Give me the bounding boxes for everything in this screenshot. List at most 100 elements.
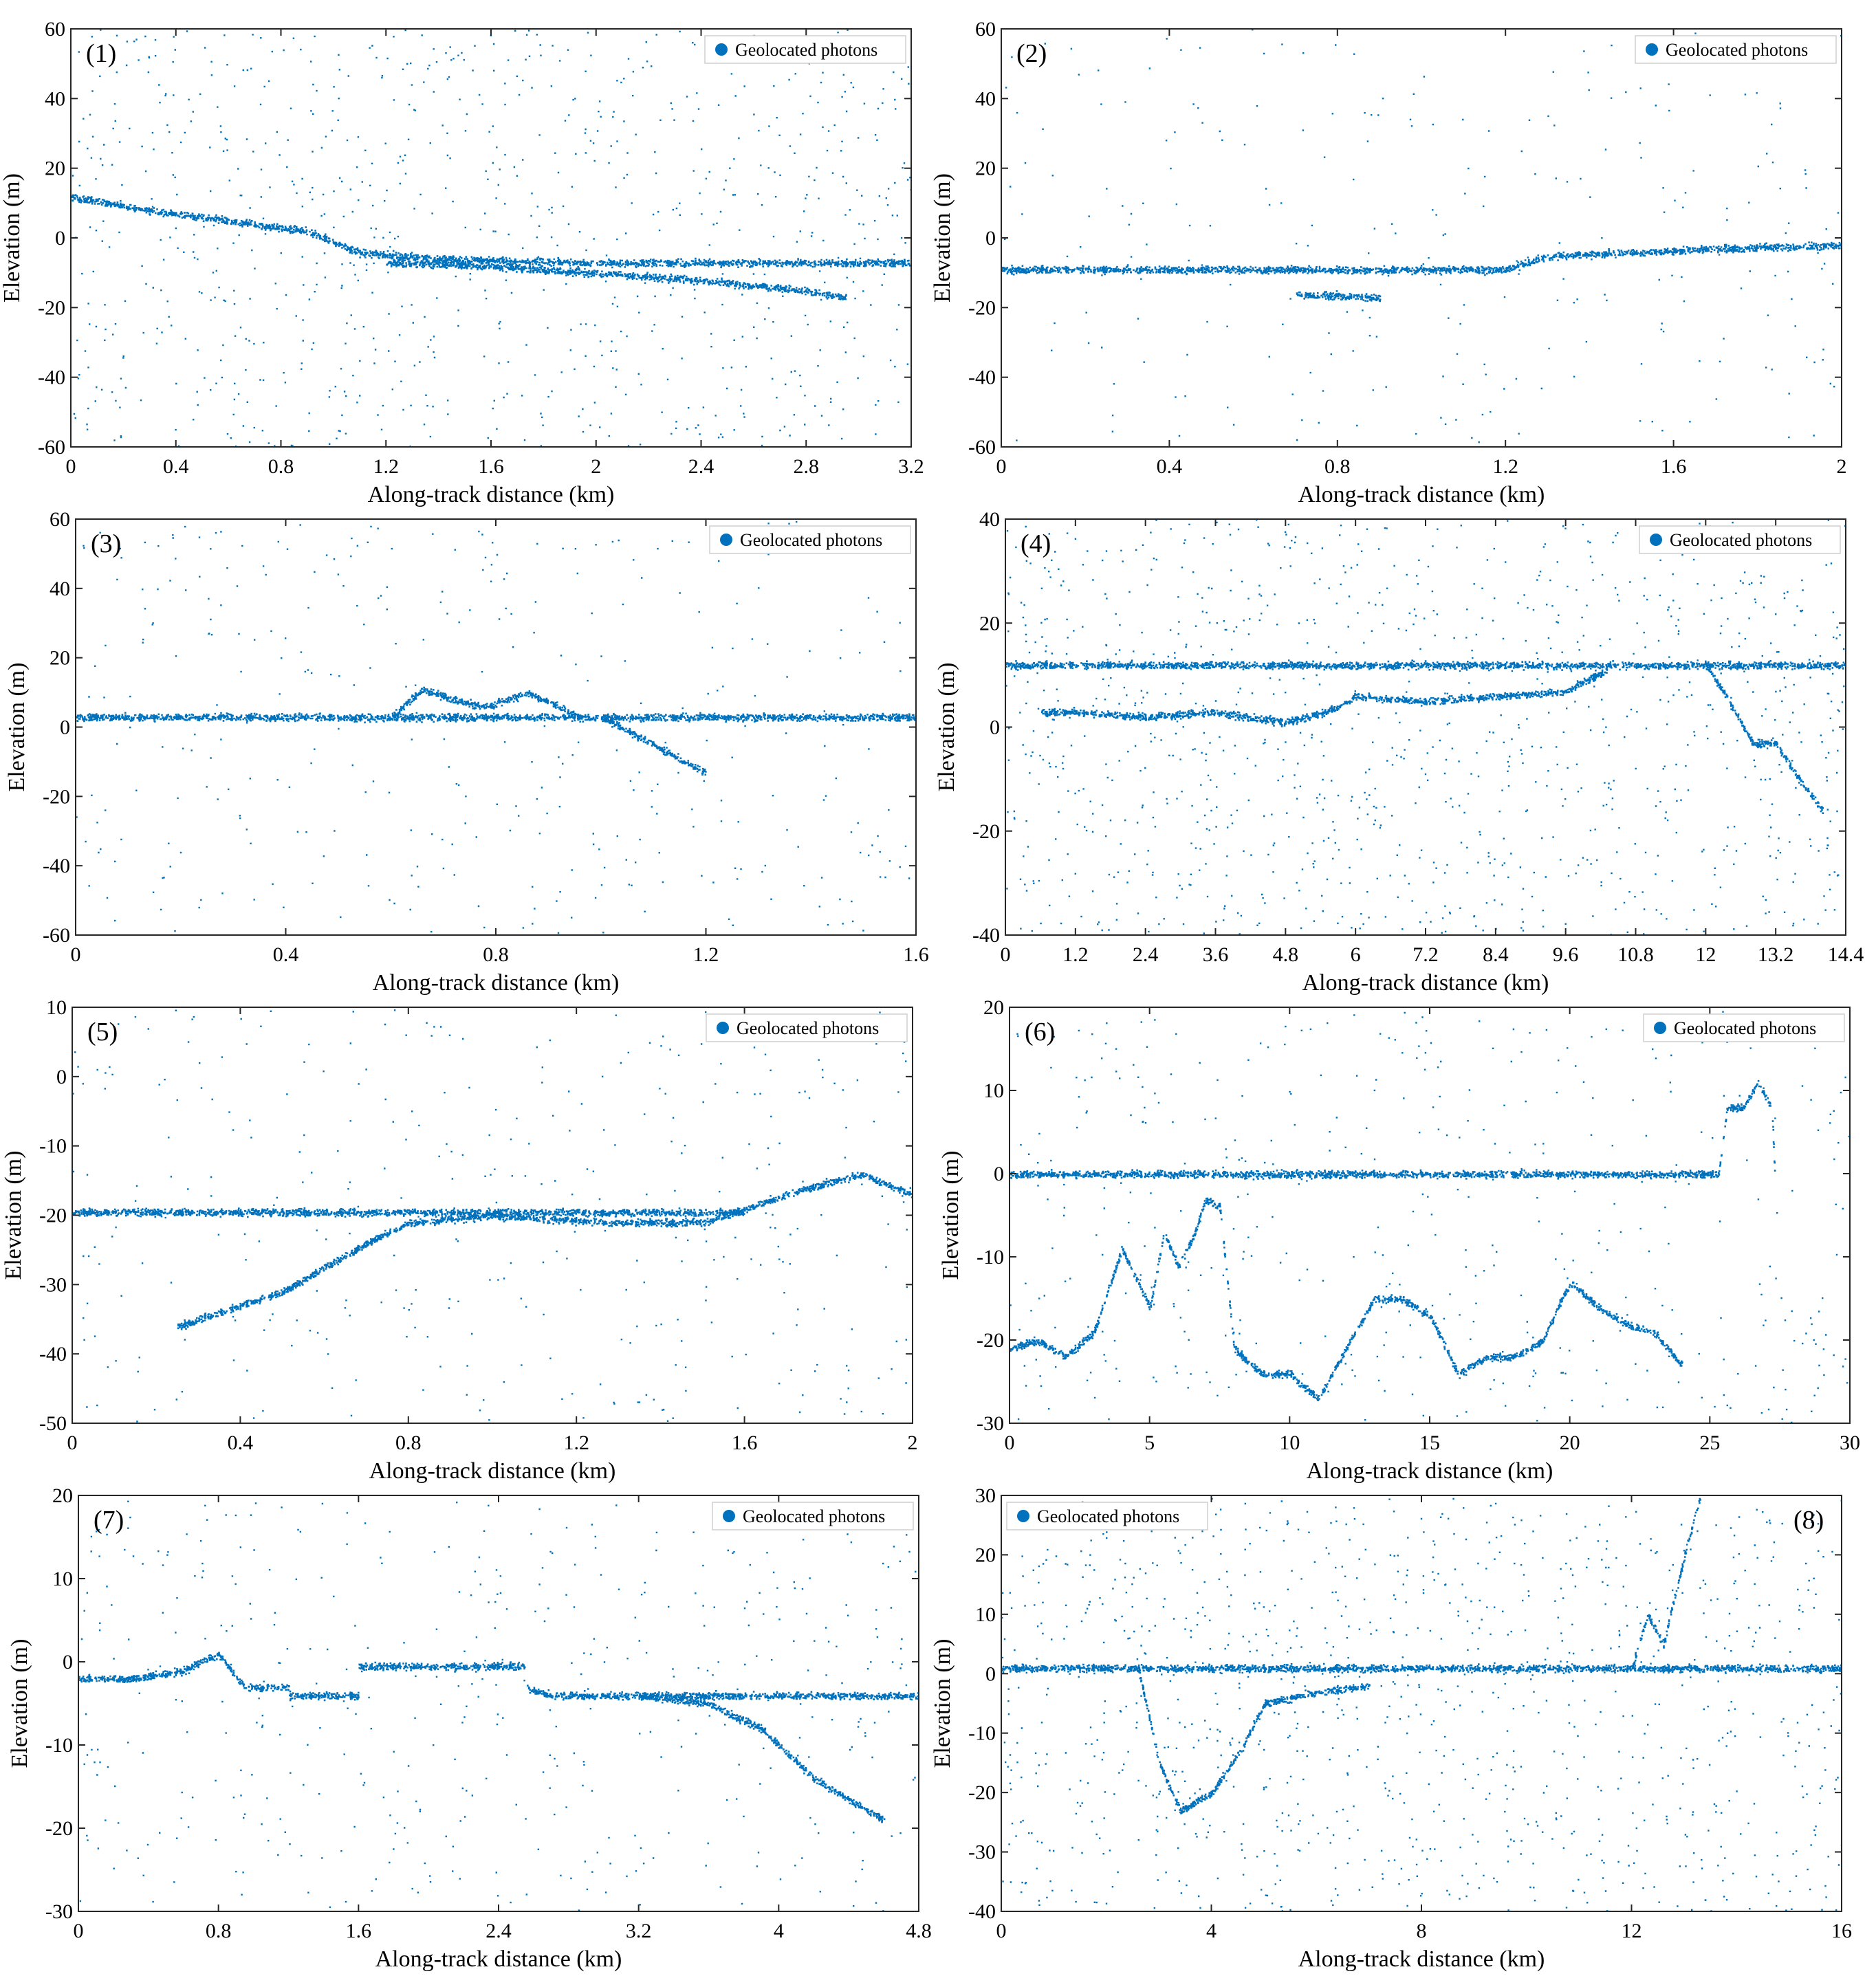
y-tick-label: 10 <box>983 1079 1004 1102</box>
legend-marker <box>717 1022 729 1034</box>
legend-marker <box>723 1510 735 1522</box>
surface-photons-3 <box>358 1661 526 1673</box>
y-tick-label: 10 <box>52 1568 73 1590</box>
legend: Geolocated photons <box>1639 525 1841 554</box>
x-tick-label: 2.4 <box>1133 943 1159 966</box>
x-tick-label: 0.8 <box>206 1920 232 1942</box>
surface-photons-2 <box>289 1690 360 1702</box>
noise-photons <box>72 29 911 447</box>
x-tick-label: 4 <box>1206 1920 1217 1942</box>
y-tick-label: 30 <box>975 1484 996 1507</box>
y-tick-label: 20 <box>45 157 65 180</box>
panel-label: (5) <box>87 1018 118 1046</box>
y-tick-label: 60 <box>975 18 996 41</box>
y-tick-label: -60 <box>968 436 996 459</box>
photon-scatter <box>76 520 916 934</box>
surface-photons-3 <box>1632 1497 1701 1669</box>
x-tick-label: 0.4 <box>163 455 189 478</box>
y-tick-label: -20 <box>977 1329 1004 1352</box>
y-tick-label: -10 <box>968 1722 996 1745</box>
panel-label: (4) <box>1021 529 1051 558</box>
x-tick-label: 5 <box>1144 1431 1155 1454</box>
y-tick-label: -20 <box>968 296 996 319</box>
y-tick-label: -20 <box>972 820 1000 843</box>
chart-panel-6: 0 5 10 15 20 25 30 -30 -20 -10 0 10 20 Along-track di… <box>938 996 1860 1484</box>
y-tick-label: -20 <box>45 1817 73 1840</box>
x-tick-label: 12 <box>1695 943 1716 966</box>
y-tick-label: 0 <box>55 227 65 250</box>
chart-panel-7: 0 0.8 1.6 2.4 3.2 4 4.8 -30 -20 -10 0 10 20 Along-tra… <box>7 1484 932 1972</box>
legend-box <box>712 1502 914 1530</box>
surface-photons-2 <box>1041 668 1608 727</box>
surface-photons-2 <box>177 1207 746 1330</box>
plot-frame <box>1009 1007 1851 1424</box>
x-tick-label: 20 <box>1560 1431 1580 1454</box>
legend: Geolocated photons <box>712 1502 914 1530</box>
legend-marker <box>720 534 732 546</box>
y-tick-label: -40 <box>968 366 996 389</box>
x-tick-label: 1.6 <box>732 1431 758 1454</box>
x-tick-label: 12 <box>1622 1920 1642 1942</box>
x-tick-label: 2 <box>908 1431 918 1454</box>
surface-photons-1 <box>1001 241 1842 276</box>
noise-photons <box>1005 519 1846 935</box>
x-tick-label: 3.2 <box>626 1920 652 1942</box>
noise-photons <box>1004 29 1842 443</box>
x-tick-label: 4.8 <box>1273 943 1299 966</box>
surface-photons-2 <box>391 686 582 720</box>
surface-photons-2 <box>1010 1197 1683 1401</box>
legend-label: Geolocated photons <box>743 1506 885 1526</box>
legend: Geolocated photons <box>1643 1013 1845 1042</box>
y-tick-label: -10 <box>977 1246 1004 1269</box>
y-tick-label: -20 <box>968 1781 996 1804</box>
x-tick-label: 1.2 <box>1492 455 1518 478</box>
legend: Geolocated photons <box>704 35 906 64</box>
panel-label: (1) <box>86 39 116 68</box>
y-tick-label: -20 <box>43 785 70 808</box>
chart-panel-8: 0 4 8 12 16 -40 -30 -20 -10 0 10 20 30 Along-track di… <box>930 1484 1852 1972</box>
x-axis-label: Along-track distance (km) <box>368 482 615 507</box>
y-tick-label: 40 <box>975 87 996 110</box>
legend-label: Geolocated photons <box>1037 1506 1179 1526</box>
x-tick-label: 2 <box>1837 455 1847 478</box>
plot-frame <box>1001 1495 1842 1912</box>
y-tick-label: -30 <box>977 1412 1004 1435</box>
x-tick-label: 0 <box>67 1431 78 1454</box>
x-tick-label: 4.8 <box>906 1920 932 1942</box>
x-axis-label: Along-track distance (km) <box>369 1458 616 1484</box>
y-tick-label: 0 <box>63 1651 73 1673</box>
legend-marker <box>715 43 728 56</box>
surface-photons-1 <box>1005 659 1846 672</box>
legend-box <box>704 35 906 64</box>
x-tick-label: 2 <box>591 455 601 478</box>
x-tick-label: 0 <box>996 1920 1007 1942</box>
legend-box <box>1006 1502 1208 1530</box>
y-tick-label: -30 <box>39 1273 67 1296</box>
x-tick-label: 7.2 <box>1413 943 1439 966</box>
photon-scatter <box>71 29 911 447</box>
legend: Geolocated photons <box>1635 35 1837 64</box>
x-tick-label: 0.8 <box>395 1431 422 1454</box>
y-tick-label: 0 <box>60 716 70 739</box>
x-tick-label: 30 <box>1840 1431 1860 1454</box>
surface-photons-1 <box>71 194 911 269</box>
panel-label: (2) <box>1016 39 1047 68</box>
y-axis-label: Elevation (m) <box>4 663 30 792</box>
y-tick-label: -20 <box>39 1205 67 1227</box>
legend-box <box>1643 1013 1845 1042</box>
x-tick-label: 1.2 <box>373 455 400 478</box>
legend: Geolocated photons <box>1006 1502 1208 1530</box>
y-tick-label: -10 <box>39 1135 67 1158</box>
y-tick-label: -60 <box>43 924 70 947</box>
x-axis-label: Along-track distance (km) <box>1298 1946 1545 1972</box>
x-tick-label: 0.4 <box>228 1431 254 1454</box>
panel-label: (6) <box>1025 1018 1055 1046</box>
legend-box <box>1639 525 1841 554</box>
y-tick-label: 0 <box>985 227 996 250</box>
surface-photons-2 <box>1137 1666 1371 1814</box>
surface-photons-1 <box>78 1651 290 1693</box>
x-tick-label: 0.4 <box>1157 455 1183 478</box>
legend-label: Geolocated photons <box>735 40 877 60</box>
y-tick-label: -40 <box>39 1343 67 1365</box>
y-tick-label: 20 <box>975 1544 996 1566</box>
